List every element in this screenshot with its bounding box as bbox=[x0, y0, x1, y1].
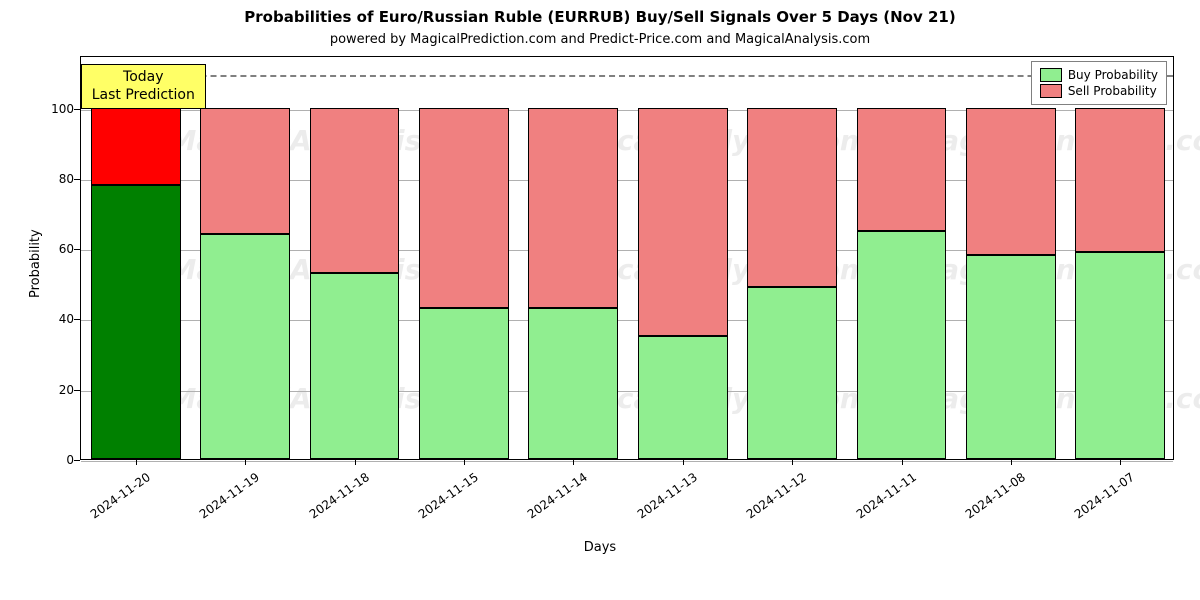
bar-sell bbox=[91, 108, 181, 185]
callout-line2: Last Prediction bbox=[92, 87, 195, 105]
y-tick-label: 100 bbox=[40, 102, 74, 116]
legend-item-buy: Buy Probability bbox=[1040, 68, 1158, 82]
bar-sell bbox=[528, 108, 618, 308]
bar-buy bbox=[1075, 252, 1165, 459]
bars-layer bbox=[81, 57, 1173, 459]
x-tick-label: 2024-11-12 bbox=[719, 470, 809, 539]
bar-sell bbox=[966, 108, 1056, 256]
x-tick-label: 2024-11-08 bbox=[938, 470, 1028, 539]
bar-buy bbox=[310, 273, 400, 459]
bar-group bbox=[1075, 55, 1165, 459]
y-tick-mark bbox=[74, 249, 80, 250]
bar-group bbox=[419, 55, 509, 459]
bar-group bbox=[528, 55, 618, 459]
x-tick-label: 2024-11-20 bbox=[63, 470, 153, 539]
bar-group bbox=[310, 55, 400, 459]
y-tick-mark bbox=[74, 319, 80, 320]
x-tick-mark bbox=[1011, 459, 1012, 465]
today-callout: Today Last Prediction bbox=[81, 64, 206, 109]
bar-group bbox=[747, 55, 837, 459]
y-tick-label: 0 bbox=[40, 453, 74, 467]
x-tick-label: 2024-11-18 bbox=[282, 470, 372, 539]
legend-label-sell: Sell Probability bbox=[1068, 84, 1157, 98]
bar-buy bbox=[419, 308, 509, 459]
y-tick-label: 80 bbox=[40, 172, 74, 186]
x-tick-mark bbox=[683, 459, 684, 465]
bar-buy bbox=[966, 255, 1056, 459]
x-tick-mark bbox=[573, 459, 574, 465]
legend: Buy Probability Sell Probability bbox=[1031, 61, 1167, 105]
x-tick-label: 2024-11-11 bbox=[829, 470, 919, 539]
y-axis-title: Probability bbox=[28, 229, 43, 298]
bar-group bbox=[638, 55, 728, 459]
x-axis-title: Days bbox=[0, 540, 1200, 555]
x-tick-label: 2024-11-19 bbox=[172, 470, 262, 539]
bar-sell bbox=[857, 108, 947, 231]
y-tick-mark bbox=[74, 390, 80, 391]
legend-item-sell: Sell Probability bbox=[1040, 84, 1158, 98]
bar-buy bbox=[91, 185, 181, 459]
bar-group bbox=[200, 55, 290, 459]
x-tick-mark bbox=[464, 459, 465, 465]
x-tick-mark bbox=[245, 459, 246, 465]
chart-container: Probabilities of Euro/Russian Ruble (EUR… bbox=[0, 0, 1200, 600]
y-tick-label: 20 bbox=[40, 383, 74, 397]
chart-subtitle: powered by MagicalPrediction.com and Pre… bbox=[0, 32, 1200, 47]
bar-buy bbox=[747, 287, 837, 459]
x-tick-label: 2024-11-15 bbox=[391, 470, 481, 539]
chart-title: Probabilities of Euro/Russian Ruble (EUR… bbox=[0, 8, 1200, 26]
bar-sell bbox=[200, 108, 290, 234]
bar-buy bbox=[528, 308, 618, 459]
plot-area: MagicalAnalysis.comMagicalAnalysis.comMa… bbox=[80, 56, 1174, 460]
x-tick-mark bbox=[902, 459, 903, 465]
x-tick-mark bbox=[355, 459, 356, 465]
bar-group bbox=[91, 55, 181, 459]
legend-swatch-sell bbox=[1040, 84, 1062, 98]
bar-sell bbox=[638, 108, 728, 336]
bar-group bbox=[857, 55, 947, 459]
bar-buy bbox=[638, 336, 728, 459]
y-tick-label: 40 bbox=[40, 312, 74, 326]
x-tick-label: 2024-11-07 bbox=[1047, 470, 1137, 539]
bar-sell bbox=[310, 108, 400, 273]
y-tick-mark bbox=[74, 179, 80, 180]
y-tick-mark bbox=[74, 460, 80, 461]
x-tick-mark bbox=[792, 459, 793, 465]
y-tick-label: 60 bbox=[40, 242, 74, 256]
bar-group bbox=[966, 55, 1056, 459]
bar-buy bbox=[200, 234, 290, 459]
legend-label-buy: Buy Probability bbox=[1068, 68, 1158, 82]
legend-swatch-buy bbox=[1040, 68, 1062, 82]
x-tick-label: 2024-11-13 bbox=[610, 470, 700, 539]
bar-sell bbox=[747, 108, 837, 287]
x-tick-mark bbox=[1120, 459, 1121, 465]
x-tick-mark bbox=[136, 459, 137, 465]
bar-sell bbox=[1075, 108, 1165, 252]
bar-buy bbox=[857, 231, 947, 459]
x-tick-label: 2024-11-14 bbox=[500, 470, 590, 539]
callout-line1: Today bbox=[92, 69, 195, 87]
bar-sell bbox=[419, 108, 509, 308]
y-tick-mark bbox=[74, 109, 80, 110]
